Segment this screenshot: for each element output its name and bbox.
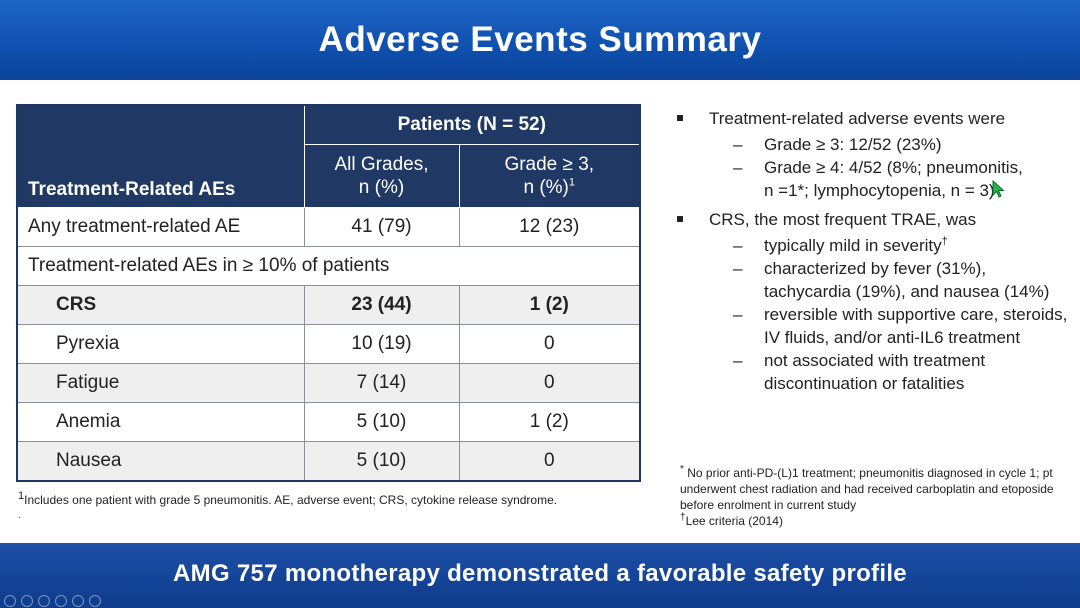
footnote-dagger: †Lee criteria (2014) <box>680 512 783 529</box>
table-row: Pyrexia 10 (19) 0 <box>16 324 641 364</box>
row-label: Pyrexia <box>16 324 305 364</box>
bullet-trae: Treatment-related adverse events were Gr… <box>676 107 1071 202</box>
cell-grade3: 12 (23) <box>458 207 641 247</box>
table-row-any-ae: Any treatment-related AE 41 (79) 12 (23) <box>16 207 641 247</box>
pen-icon[interactable] <box>38 595 50 607</box>
slide-title: Adverse Events Summary <box>318 20 762 59</box>
table-footnote: 1Includes one patient with grade 5 pneum… <box>18 490 558 522</box>
col-header-all-grades: All Grades, n (%) <box>303 144 460 208</box>
sub-bullet: Grade ≥ 4: 4/52 (8%; pneumonitis,n =1*; … <box>709 156 1071 202</box>
sub-bullet: reversible with supportive care, steroid… <box>709 303 1071 349</box>
cell-all-grades: 5 (10) <box>303 402 460 442</box>
cell-grade3: 0 <box>458 324 641 364</box>
cell-grade3: 0 <box>458 441 641 482</box>
patients-group-header: Patients (N = 52) <box>303 104 641 145</box>
sub-bullet: typically mild in severity† <box>709 234 1071 257</box>
prev-slide-icon[interactable] <box>4 595 16 607</box>
cursor-arrow-icon <box>992 180 1005 198</box>
footnote-star: * No prior anti-PD-(L)1 treatment; pneum… <box>680 464 1054 513</box>
conclusion-text: AMG 757 monotherapy demonstrated a favor… <box>173 559 907 587</box>
table-corner-header: Treatment-Related AEs <box>16 104 305 208</box>
cell-all-grades: 23 (44) <box>303 285 460 325</box>
table-row: Nausea 5 (10) 0 <box>16 441 641 482</box>
row-label: Fatigue <box>16 363 305 403</box>
cell-all-grades: 10 (19) <box>303 324 460 364</box>
table-row: CRS 23 (44) 1 (2) <box>16 285 641 325</box>
cell-grade3: 1 (2) <box>458 402 641 442</box>
row-label: Nausea <box>16 441 305 482</box>
conclusion-banner: AMG 757 monotherapy demonstrated a favor… <box>0 543 1080 608</box>
cell-grade3: 0 <box>458 363 641 403</box>
cell-all-grades: 41 (79) <box>303 207 460 247</box>
cell-all-grades: 5 (10) <box>303 441 460 482</box>
row-label: CRS <box>16 285 305 325</box>
section-label: Treatment-related AEs in ≥ 10% of patien… <box>16 246 641 286</box>
slide-controls[interactable] <box>4 595 101 607</box>
slide-header: Adverse Events Summary <box>0 0 1080 80</box>
table-row: Anemia 5 (10) 1 (2) <box>16 402 641 442</box>
cell-all-grades: 7 (14) <box>303 363 460 403</box>
right-footnotes: * No prior anti-PD-(L)1 treatment; pneum… <box>680 465 1060 529</box>
sub-bullet: Grade ≥ 3: 12/52 (23%) <box>709 133 1071 156</box>
bullet-crs: CRS, the most frequent TRAE, was typical… <box>676 208 1071 395</box>
sub-bullet: characterized by fever (31%), tachycardi… <box>709 257 1071 303</box>
zoom-icon[interactable] <box>72 595 84 607</box>
row-label: Anemia <box>16 402 305 442</box>
sub-bullet: not associated with treatment discontinu… <box>709 349 1071 395</box>
next-slide-icon[interactable] <box>21 595 33 607</box>
cell-grade3: 1 (2) <box>458 285 641 325</box>
row-label: Any treatment-related AE <box>16 207 305 247</box>
more-options-icon[interactable] <box>89 595 101 607</box>
grid-icon[interactable] <box>55 595 67 607</box>
table-row: Fatigue 7 (14) 0 <box>16 363 641 403</box>
table-section-row: Treatment-related AEs in ≥ 10% of patien… <box>16 246 641 286</box>
summary-bullets: Treatment-related adverse events were Gr… <box>676 107 1071 401</box>
col-header-grade3: Grade ≥ 3, n (%)1 <box>458 144 641 208</box>
adverse-events-table: Treatment-Related AEs Patients (N = 52) … <box>16 104 642 482</box>
